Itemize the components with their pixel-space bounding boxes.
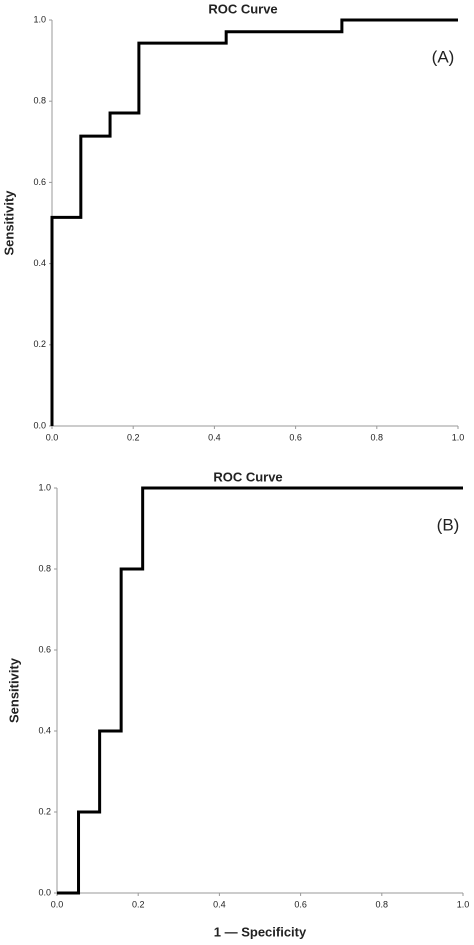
x-tick-label: 0.2 [127, 432, 140, 442]
y-tick-label: 0.0 [38, 887, 51, 897]
y-tick-label: 0.8 [38, 563, 51, 573]
y-tick-label: 1.0 [38, 482, 51, 492]
x-tick-label: 0.2 [132, 899, 145, 909]
y-tick-label: 1.0 [33, 14, 46, 24]
roc-line [50, 18, 458, 426]
y-tick-label: 0.4 [38, 725, 51, 735]
x-tick-label: 1.0 [452, 432, 465, 442]
roc-line [57, 486, 463, 895]
x-tick-label: 0.8 [376, 899, 389, 909]
chart-title: ROC Curve [213, 469, 282, 484]
x-tick-label: 0.0 [51, 899, 64, 909]
x-tick-label: 0.6 [294, 899, 307, 909]
y-tick-label: 0.6 [33, 177, 46, 187]
y-axis-label: Sensitivity [6, 657, 21, 723]
annotation: (B) [437, 515, 460, 534]
y-tick-label: 0.2 [33, 339, 46, 349]
y-tick-label: 0.6 [38, 644, 51, 654]
y-tick-label: 0.0 [33, 420, 46, 430]
y-tick-label: 0.4 [33, 258, 46, 268]
x-axis-label: 1 — Specificity [214, 924, 307, 939]
x-tick-label: 0.0 [46, 432, 59, 442]
y-axis-label: Sensitivity [1, 190, 16, 256]
y-tick-label: 0.2 [38, 806, 51, 816]
y-tick-label: 0.8 [33, 96, 46, 106]
x-tick-label: 0.6 [289, 432, 302, 442]
x-tick-label: 0.4 [208, 432, 221, 442]
x-tick-label: 0.8 [371, 432, 384, 442]
chart-title: ROC Curve [208, 1, 277, 16]
annotation: (A) [432, 47, 455, 66]
x-tick-label: 0.4 [213, 899, 226, 909]
x-tick-label: 1.0 [457, 899, 470, 909]
